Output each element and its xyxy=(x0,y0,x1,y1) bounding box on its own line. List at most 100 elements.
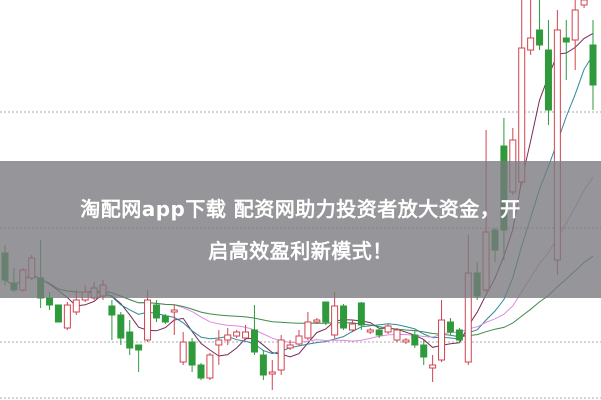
candle-body xyxy=(544,49,552,111)
candle xyxy=(527,0,535,55)
candle xyxy=(446,318,454,335)
candle xyxy=(384,324,392,334)
candle-body xyxy=(366,329,374,333)
candle xyxy=(233,330,241,338)
candle xyxy=(375,328,383,338)
candle xyxy=(402,338,410,344)
candle-body xyxy=(197,364,205,379)
candle-body xyxy=(322,301,330,323)
candle-body xyxy=(242,331,250,339)
candle-body xyxy=(161,315,169,323)
candle-body xyxy=(331,305,339,336)
candle xyxy=(63,302,71,330)
candle-body xyxy=(304,321,312,339)
candle-body xyxy=(571,9,579,41)
candle xyxy=(536,0,544,50)
candle-body xyxy=(215,339,223,346)
candle xyxy=(429,355,437,382)
candle-body xyxy=(295,335,303,345)
candle xyxy=(580,0,588,8)
candle-body xyxy=(144,299,152,341)
candle-body xyxy=(46,297,54,306)
candle-body xyxy=(411,334,419,346)
candle xyxy=(215,330,223,365)
candle xyxy=(411,330,419,348)
candle xyxy=(250,305,258,355)
title-banner: 淘配网app下载 配资网助力投资者放大资金，开 启高效盈利新模式！ xyxy=(0,161,601,298)
candle-body xyxy=(277,339,285,371)
candle xyxy=(242,325,250,340)
candle-body xyxy=(393,329,401,341)
candle-body xyxy=(206,354,214,379)
candle xyxy=(304,312,312,340)
candle-body xyxy=(54,304,62,323)
candle-body xyxy=(527,37,535,51)
candle-body xyxy=(429,364,437,369)
candle-body xyxy=(348,323,356,331)
candle-body xyxy=(72,299,80,313)
candle xyxy=(571,0,579,70)
candle xyxy=(544,20,552,125)
candle xyxy=(197,363,205,380)
candle xyxy=(322,301,330,325)
candle xyxy=(455,328,463,342)
candle xyxy=(170,305,178,335)
candle-body xyxy=(562,37,570,43)
candle xyxy=(152,300,160,322)
candle xyxy=(420,340,428,365)
candle-body xyxy=(446,321,454,333)
candle-body xyxy=(188,341,196,366)
candle-body xyxy=(224,334,232,341)
candle-body xyxy=(268,371,276,375)
candle xyxy=(589,20,597,110)
candle-body xyxy=(135,344,143,351)
candle xyxy=(438,300,446,362)
candle-body xyxy=(580,0,588,6)
candle xyxy=(295,330,303,346)
candle-body xyxy=(340,305,348,329)
candle-body xyxy=(126,331,134,349)
candle xyxy=(144,290,152,342)
candle-body xyxy=(455,329,463,341)
candle-body xyxy=(250,329,258,353)
candle xyxy=(518,0,526,185)
candle-body xyxy=(384,325,392,333)
candle xyxy=(313,318,321,324)
candle xyxy=(562,20,570,80)
candle-body xyxy=(375,329,383,336)
candle-body xyxy=(402,339,410,343)
candle-body xyxy=(589,44,597,86)
candle xyxy=(108,300,116,340)
candle xyxy=(348,320,356,332)
candle-body xyxy=(420,344,428,358)
candle xyxy=(366,328,374,334)
candle-body xyxy=(152,304,160,319)
candle-body xyxy=(117,314,125,339)
candle xyxy=(268,360,276,390)
candle xyxy=(179,332,187,365)
candle-body xyxy=(108,305,116,316)
candle xyxy=(393,328,401,342)
candle-body xyxy=(233,331,241,337)
candle-body xyxy=(170,309,178,313)
candle xyxy=(135,344,143,372)
candle xyxy=(277,335,285,375)
candle xyxy=(117,312,125,345)
candle-body xyxy=(313,319,321,323)
candle xyxy=(161,314,169,324)
candle xyxy=(259,350,267,380)
banner-title-line-2: 启高效盈利新模式！ xyxy=(208,238,393,263)
candle xyxy=(286,340,294,350)
candle xyxy=(206,353,214,380)
candle xyxy=(126,320,134,355)
candle-body xyxy=(63,304,71,329)
candle-body xyxy=(259,354,267,376)
candle-body xyxy=(286,344,294,349)
candle xyxy=(54,304,62,323)
candle xyxy=(224,328,232,345)
candle xyxy=(357,302,365,330)
candle-body xyxy=(179,341,187,363)
candle xyxy=(331,292,339,338)
candle-body xyxy=(438,319,446,361)
